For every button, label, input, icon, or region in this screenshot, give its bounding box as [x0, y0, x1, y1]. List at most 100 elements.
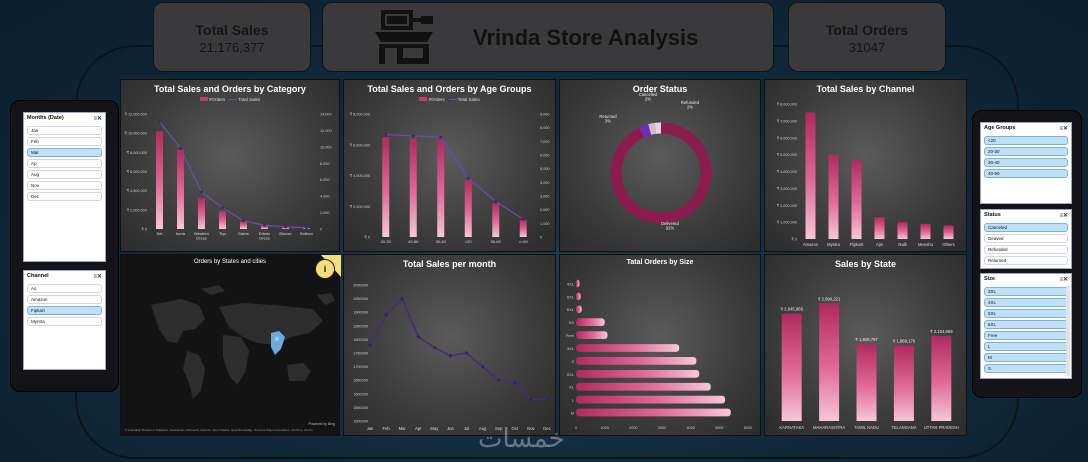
- orders-point-30-40: [439, 135, 443, 139]
- slicer-item-5xl[interactable]: 5XL: [984, 309, 1068, 318]
- slicer-item-nov[interactable]: Nov: [27, 181, 102, 190]
- bar-saree: [240, 221, 247, 229]
- slicer-item-6xl[interactable]: 6XL: [984, 320, 1068, 329]
- store-icon: [375, 10, 433, 64]
- slicer-title: Size: [984, 276, 996, 282]
- y2-tick-label: 6,000: [540, 154, 550, 158]
- donut-label-delivered: Delivered 92%: [661, 221, 679, 231]
- y-tick-label: 1500000: [353, 420, 368, 424]
- donut-slice-cancelled: [648, 122, 657, 135]
- x-tick-label: Meesho: [918, 242, 934, 247]
- y-tick-label: ₹ 5,000,000: [777, 153, 797, 157]
- y-tick-label: XL: [569, 385, 575, 390]
- y2-tick-label: 8,000: [320, 162, 330, 166]
- slicer-item-30-40[interactable]: 30-40: [984, 158, 1068, 167]
- slicer-item-ao[interactable]: Ao: [27, 284, 102, 293]
- y-tick-label: 1900000: [353, 311, 368, 315]
- slicer-title: Months (Date): [27, 115, 64, 121]
- orders-point-bottom: [305, 226, 308, 230]
- slicer-item-canceled[interactable]: Canceled: [984, 223, 1068, 232]
- status-slicer[interactable]: Status ≡✕ Canceled Deaved Refunded Relurned: [980, 209, 1072, 269]
- slicer-item-20-30[interactable]: 20-30: [984, 147, 1068, 156]
- slicer-item-free[interactable]: Free: [984, 331, 1068, 340]
- y-tick-label: 1950000: [353, 297, 368, 301]
- slicer-item-deaved[interactable]: Deaved: [984, 234, 1068, 243]
- slicer-scrollbar[interactable]: [1066, 286, 1070, 376]
- y-tick-label: ₹ 10,000,000: [125, 132, 147, 136]
- total-sales-label: Total Sales: [195, 22, 269, 38]
- channel-chart-panel: Total Sales by Channel ₹ 0 ₹ 1,000,000 ₹ 2…: [764, 79, 967, 252]
- category-chart-title: Total Sales and Orders by Category: [154, 84, 306, 94]
- slicer-item-4xl[interactable]: 4XL: [984, 298, 1068, 307]
- y2-tick-label: 3,000: [540, 195, 550, 199]
- slicer-item-aug[interactable]: Aug: [27, 170, 102, 179]
- slicer-item-ap[interactable]: Ap: [27, 159, 102, 168]
- bar-top: [219, 210, 226, 229]
- slicer-item-feb[interactable]: Feb: [27, 137, 102, 146]
- slicer-item-l[interactable]: L: [984, 342, 1068, 351]
- filter-icon[interactable]: ≡✕: [93, 116, 102, 122]
- y2-tick-label: 10,000: [320, 145, 332, 149]
- bar-free: [576, 331, 608, 339]
- slicer-header: Age Groups ≡✕: [981, 123, 1071, 134]
- y-tick-label: 5XL: [567, 294, 575, 299]
- slicer-item-dec[interactable]: Dec: [27, 192, 102, 201]
- x-tick-label: Nov: [527, 426, 535, 431]
- filter-icon[interactable]: ≡✕: [1059, 277, 1068, 283]
- x-tick-label: Others: [942, 242, 955, 247]
- slicer-item-jan[interactable]: Jan: [27, 126, 102, 135]
- y-tick-label: 1600000: [353, 392, 368, 396]
- y-tick-label: ₹ 6,000,000: [350, 143, 370, 147]
- point-jan: [368, 343, 372, 347]
- y-tick-label: 2000000: [353, 284, 368, 288]
- age-group-slicer[interactable]: Age Groups ≡✕ <20 20-30 30-40 40-50: [980, 122, 1072, 204]
- total-sales-value: 21,176,377: [199, 40, 265, 55]
- channel-slicer[interactable]: Channel ≡✕ Ao Amazon Fipkart Myntra: [23, 270, 106, 370]
- orders-point-40-50: [411, 134, 415, 138]
- filter-icon[interactable]: ≡✕: [1059, 213, 1068, 219]
- y-tick-label: 4XL: [567, 281, 575, 286]
- slicer-item-3xl[interactable]: 3XL: [984, 287, 1068, 296]
- slicer-item-s[interactable]: S: [984, 364, 1068, 373]
- slicer-item-refunded[interactable]: Refunded: [984, 245, 1068, 254]
- title-card: Vrinda Store Analysis: [322, 2, 774, 72]
- slicer-item-mar[interactable]: Mar: [27, 148, 102, 157]
- x-tick-label: May: [430, 426, 439, 431]
- category-chart-legend: #Orders Total Sales: [121, 97, 339, 102]
- bar-flipkart: [851, 159, 862, 239]
- slicer-item-relurned[interactable]: Relurned: [984, 256, 1068, 265]
- point-may: [432, 345, 436, 350]
- slicer-item-fipkart[interactable]: Fipkart: [27, 306, 102, 315]
- filter-icon[interactable]: ≡✕: [93, 274, 102, 280]
- slicer-item-myntra[interactable]: Myntra: [27, 317, 102, 326]
- x-tick-label: Sep: [495, 426, 503, 431]
- slicer-header: Size ≡✕: [981, 274, 1071, 285]
- size-orders-title: Tatal Orders by Size: [626, 259, 694, 266]
- y-tick-label: ₹ 8,000,000: [350, 113, 370, 117]
- x-tick-label: Apr: [415, 426, 422, 431]
- bar-ajio: [874, 217, 885, 239]
- x-tick-label: Aug: [479, 426, 487, 431]
- bar-uttar-pradesh: [931, 335, 952, 421]
- slicer-item-m[interactable]: M: [984, 353, 1068, 362]
- y-tick-label: XS: [569, 320, 575, 325]
- x-tick-label: Nalli: [898, 242, 906, 247]
- filter-icon[interactable]: ≡✕: [1059, 126, 1068, 132]
- x-tick-label: <20: [465, 239, 473, 244]
- data-label: ₹ 1,869,179: [893, 339, 916, 344]
- slicer-item-20[interactable]: <20: [984, 136, 1068, 145]
- size-slicer[interactable]: Size ≡✕ 3XL 4XL 5XL 6XL Free L M S: [980, 273, 1072, 379]
- month-slicer[interactable]: Months (Date) ≡✕ Jan Feb Mar Ap Aug Nov Dec: [23, 112, 106, 262]
- point-jul: [464, 351, 469, 355]
- info-icon[interactable]: i: [315, 259, 335, 279]
- y-tick-label: ₹ 1,000,000: [777, 221, 797, 225]
- age-chart-title: Total Sales and Orders by Age Groups: [367, 84, 532, 94]
- slicer-item-40-50[interactable]: 40-50: [984, 169, 1068, 178]
- map-credit: Powered by Bing: [308, 422, 335, 426]
- y2-tick-label: 2,000: [320, 211, 330, 215]
- slicer-item-amazon[interactable]: Amazon: [27, 295, 102, 304]
- total-orders-card: Total Orders 31047: [788, 2, 946, 72]
- bar-ethnic-dress: [261, 225, 268, 229]
- y-tick-label: 1850000: [353, 324, 368, 328]
- bar-30-40: [437, 140, 445, 237]
